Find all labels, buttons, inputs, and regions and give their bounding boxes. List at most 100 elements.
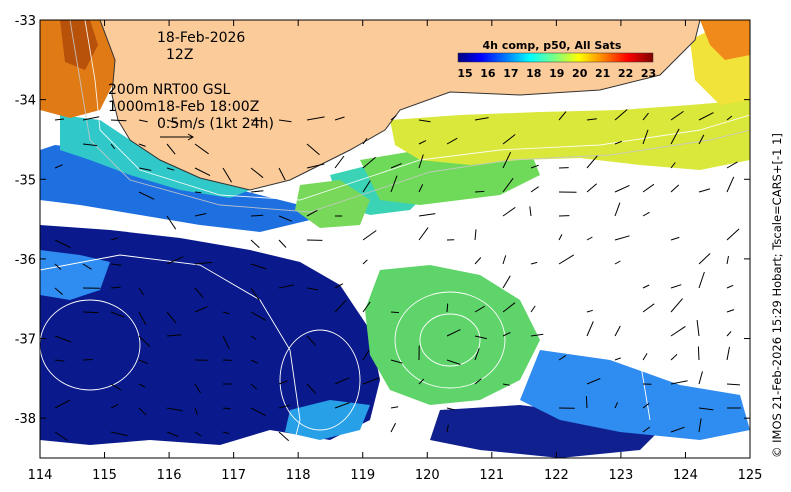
current-vector: [166, 119, 179, 125]
current-vector: [166, 431, 179, 438]
current-vector: [166, 407, 183, 412]
current-vector: [306, 335, 317, 346]
ssh-contour: [539, 199, 651, 421]
current-vector: [390, 422, 397, 433]
current-vector: [138, 359, 148, 365]
current-vector: [586, 236, 593, 241]
current-vector: [530, 261, 538, 265]
current-vector: [726, 115, 733, 121]
current-vector: [502, 302, 516, 313]
current-vector: [362, 349, 370, 361]
current-vector: [529, 206, 532, 217]
current-vector: [474, 190, 485, 193]
current-vector: [110, 311, 125, 318]
current-vector: [474, 335, 487, 340]
current-vector: [586, 155, 598, 169]
current-vector: [474, 257, 482, 265]
current-vector: [334, 299, 347, 313]
current-vector: [502, 275, 511, 289]
current-vector: [278, 239, 287, 248]
current-vector: [726, 228, 740, 241]
current-vector: [474, 348, 480, 361]
current-vector: [362, 259, 368, 265]
current-vector: [54, 399, 71, 409]
colorbar-tick-label: 16: [480, 67, 496, 80]
current-vector: [670, 236, 680, 241]
x-tick-label: 114: [28, 468, 53, 483]
x-tick-label: 123: [608, 468, 633, 483]
current-vector: [362, 180, 371, 193]
current-vector: [306, 383, 317, 394]
ssh-contour: [279, 329, 361, 431]
current-vector: [110, 431, 128, 437]
current-vector: [166, 311, 177, 324]
current-vector: [250, 335, 257, 341]
current-vector: [138, 311, 147, 326]
current-vector: [698, 418, 702, 433]
current-vector: [418, 184, 424, 193]
current-vector: [670, 298, 683, 313]
current-vector: [166, 143, 176, 155]
y-tick-label: -36: [15, 253, 36, 268]
y-tick-label: -38: [15, 412, 36, 427]
current-vector: [278, 215, 293, 222]
current-vector: [614, 184, 630, 193]
current-vector: [306, 116, 325, 121]
colorbar: 4h comp, p50, All Sats 15 16 17 18 19 20 21 22 2…: [457, 39, 656, 80]
current-vector: [194, 143, 209, 155]
current-vector: [586, 183, 598, 193]
current-vector: [194, 306, 208, 313]
x-tick-label: 119: [350, 468, 375, 483]
current-vector: [222, 407, 231, 410]
colorbar-tick-label: 23: [641, 67, 656, 80]
current-vector: [614, 260, 621, 265]
current-vector: [166, 334, 182, 337]
current-vector: [250, 214, 264, 217]
velocity-scale-arrow: [160, 133, 194, 141]
current-vector: [110, 119, 127, 122]
current-vector: [614, 402, 619, 409]
current-vector: [278, 404, 290, 409]
current-vector: [390, 311, 399, 314]
current-vector: [418, 378, 425, 385]
y-tick-label: -33: [15, 14, 36, 29]
current-vector: [194, 407, 198, 415]
current-vector: [642, 303, 655, 313]
current-vector: [558, 234, 563, 241]
current-vector: [250, 407, 267, 417]
isobath-legend-line2: 1000m18-Feb 18:00Z: [108, 99, 259, 115]
credit-text: © IMOS 21-Feb-2026 15:29 Hobart; Tscale=…: [770, 133, 784, 458]
colorbar-title: 4h comp, p50, All Sats: [483, 39, 622, 52]
current-vector: [698, 271, 705, 289]
current-vector: [642, 353, 648, 361]
annotations: 18-Feb-2026 12Z 200m NRT00 GSL 1000m18-F…: [108, 30, 274, 141]
sst-green-water: [295, 180, 370, 228]
current-vector: [446, 303, 449, 313]
current-vector: [82, 116, 100, 121]
plot-frame: [39, 19, 751, 459]
current-vector: [446, 359, 461, 365]
current-vector: [390, 406, 399, 409]
current-vector: [474, 117, 489, 121]
current-vector: [54, 287, 63, 295]
current-vector: [726, 383, 740, 386]
y-tick-label: -34: [15, 94, 36, 109]
current-vector: [502, 178, 514, 193]
current-vector: [82, 143, 98, 147]
current-vector: [250, 311, 267, 321]
current-vector: [558, 354, 567, 361]
colorbar-tick-label: 15: [457, 67, 472, 80]
current-vector: [166, 256, 184, 265]
current-vector: [54, 118, 64, 121]
current-vector: [250, 119, 263, 122]
colorbar-tick-label: 20: [572, 67, 588, 80]
x-tick-label: 121: [479, 468, 504, 483]
current-vector: [614, 140, 622, 145]
current-vector: [390, 175, 398, 193]
current-vector: [110, 237, 119, 241]
y-tick-label: -37: [15, 333, 36, 348]
current-vector: [502, 383, 510, 386]
current-vector: [390, 115, 397, 121]
current-vector: [362, 156, 376, 169]
current-vector: [670, 354, 678, 361]
